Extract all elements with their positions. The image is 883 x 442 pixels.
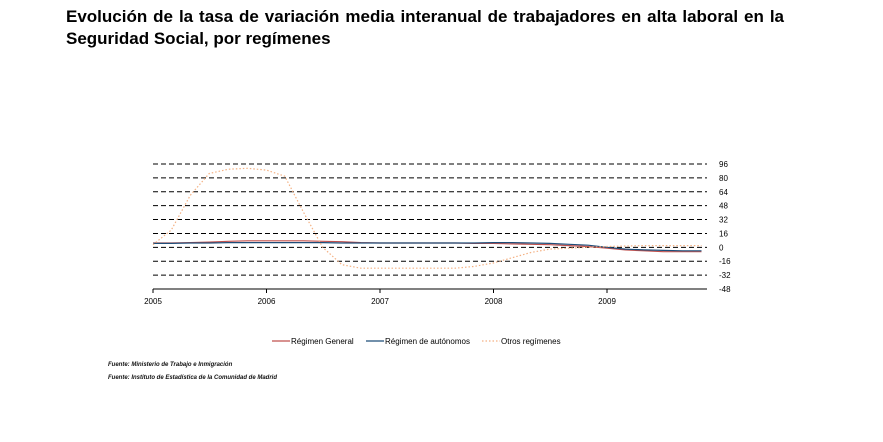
y-tick-label: 32 [719, 216, 728, 225]
y-tick-label: -48 [719, 285, 731, 294]
chart-lines [152, 167, 702, 269]
y-tick-label: 96 [719, 160, 728, 169]
series-line-3 [152, 167, 702, 269]
source-note-2: Fuente: Instituto de Estadística de la C… [108, 375, 278, 381]
y-tick-label: 80 [719, 174, 728, 183]
y-tick-label: -32 [719, 271, 731, 280]
legend-label-1: Régimen General [291, 337, 354, 346]
x-tick-label: 2008 [485, 297, 503, 306]
x-tick-label: 2006 [258, 297, 276, 306]
y-axis-labels: 96 80 64 48 32 16 0 -16 -32 -48 [719, 160, 731, 294]
y-tick-label: 48 [719, 202, 728, 211]
chart-legend: Régimen General Régimen de autónomos Otros… [272, 337, 561, 346]
series-line-2 [153, 242, 702, 252]
chart-grid [153, 163, 707, 290]
x-tick-label: 2007 [371, 297, 389, 306]
legend-label-3: Otros regímenes [501, 337, 561, 346]
y-tick-label: 0 [719, 243, 724, 252]
legend-label-2: Régimen de autónomos [385, 337, 470, 346]
y-tick-label: 16 [719, 229, 728, 238]
y-tick-label: 64 [719, 188, 728, 197]
y-tick-label: -16 [719, 257, 731, 266]
x-tick-label: 2009 [598, 297, 616, 306]
x-axis: 2005 2006 2007 2008 2009 [144, 288, 707, 306]
source-note-1: Fuente: Ministerio de Trabajo e Inmigrac… [108, 362, 233, 368]
page-title: Evolución de la tasa de variación media … [66, 7, 784, 48]
x-tick-label: 2005 [144, 297, 162, 306]
